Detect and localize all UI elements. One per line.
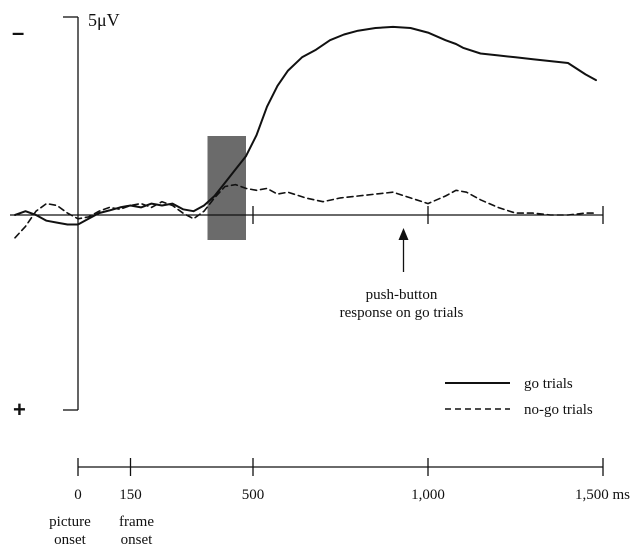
response-annotation: push-button <box>366 287 438 303</box>
positive-polarity-sign: + <box>13 397 26 422</box>
onset-label: frame <box>119 514 154 530</box>
x-tick-label: 0 <box>74 487 82 503</box>
x-tick-label: 1,000 <box>411 487 445 503</box>
negative-polarity-sign: – <box>12 20 24 45</box>
response-arrow-head <box>398 228 409 240</box>
shaded-window <box>207 136 246 240</box>
legend-label: no-go trials <box>524 402 593 418</box>
legend-label: go trials <box>524 376 573 392</box>
no-go-trials-line <box>14 183 597 239</box>
x-tick-label: 1,500 ms <box>575 487 630 503</box>
onset-label: onset <box>121 532 153 548</box>
x-tick-label: 500 <box>242 487 265 503</box>
scale-label: 5μV <box>88 10 120 30</box>
onset-label: onset <box>54 532 86 548</box>
x-tick-label: 150 <box>119 487 142 503</box>
onset-label: picture <box>49 514 91 530</box>
response-annotation: response on go trials <box>340 305 464 321</box>
go-trials-line <box>14 25 597 226</box>
